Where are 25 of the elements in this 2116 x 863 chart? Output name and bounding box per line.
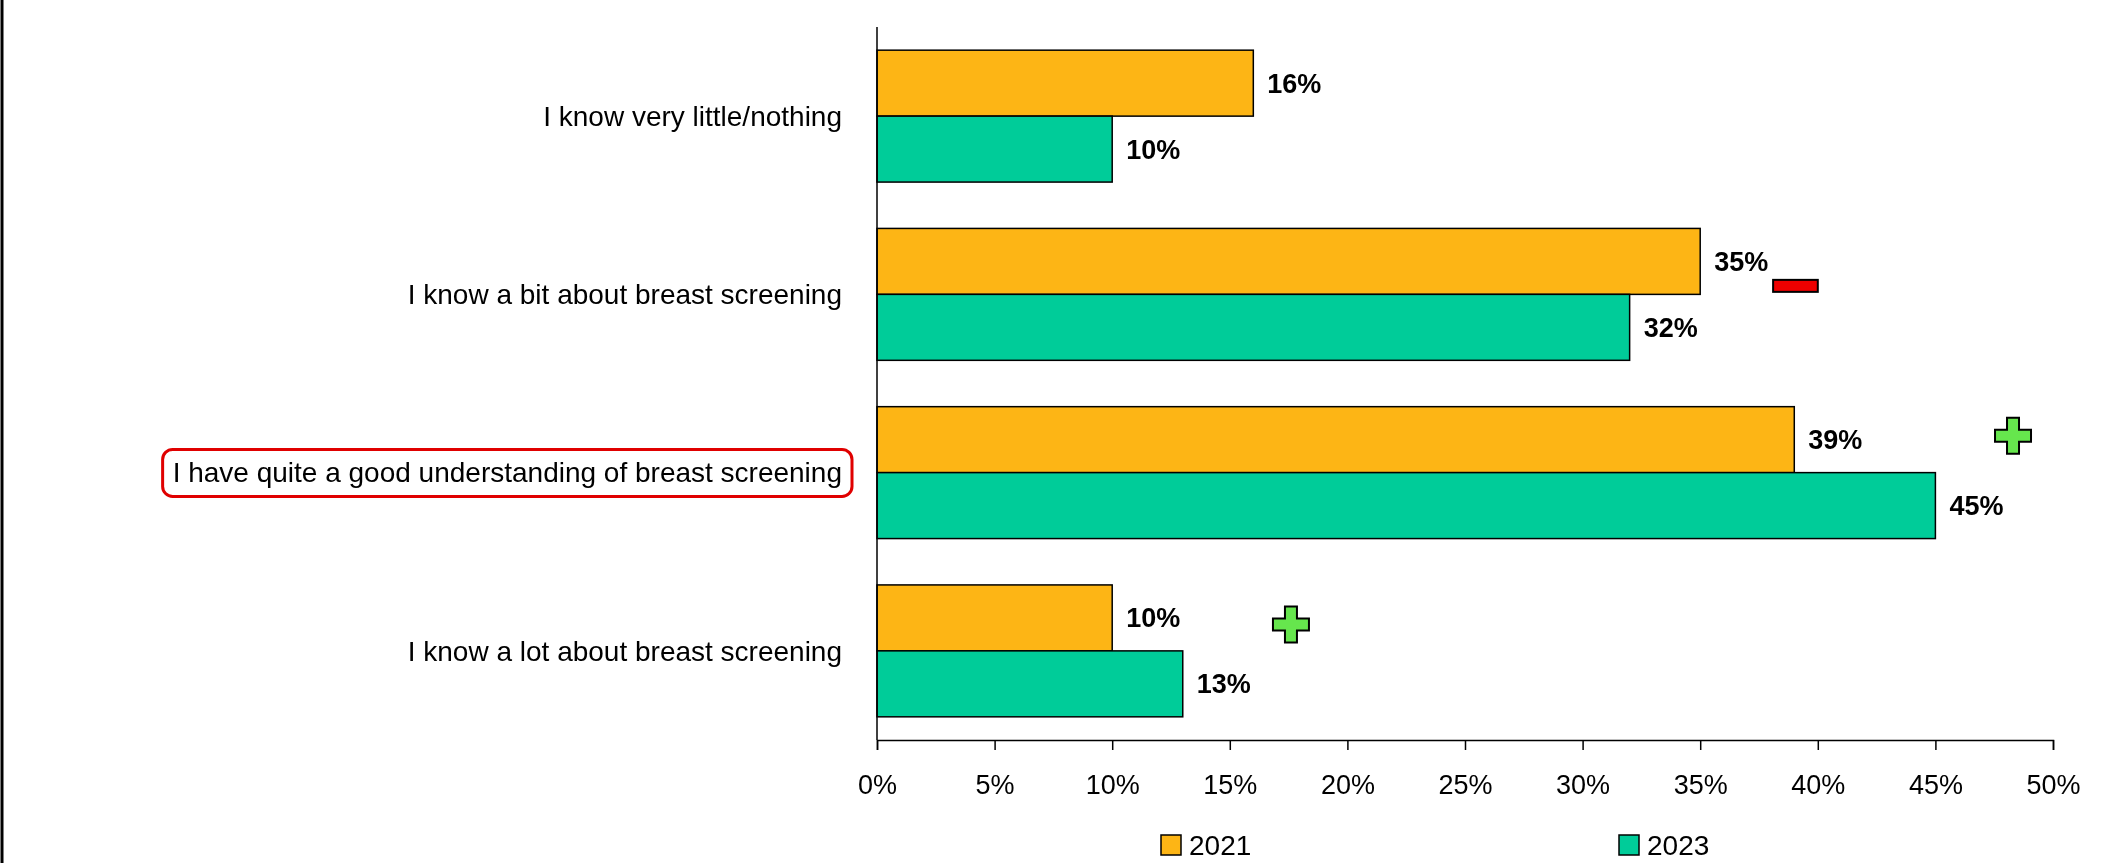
- y-tick-label: I know a bit about breast screening: [407, 279, 842, 311]
- x-tick-label: 35%: [1673, 769, 1728, 800]
- data-label: 39%: [1808, 425, 1863, 456]
- x-tick-label: 50%: [2026, 769, 2081, 800]
- data-label: 10%: [1126, 603, 1181, 634]
- y-tick-label: I know a lot about breast screening: [407, 635, 842, 667]
- x-tick-label: 30%: [1556, 769, 1611, 800]
- y-tick-label: I have quite a good understanding of breast screening: [172, 457, 842, 489]
- data-label: 45%: [1949, 491, 2004, 522]
- legend-label: 2021: [1189, 829, 1252, 861]
- data-label: 10%: [1126, 134, 1181, 165]
- data-label: 35%: [1714, 246, 1769, 277]
- x-tick-label: 45%: [1908, 769, 1963, 800]
- x-tick-label: 40%: [1791, 769, 1846, 800]
- legend-label: 2023: [1647, 829, 1710, 861]
- x-tick-label: 20%: [1320, 769, 1375, 800]
- x-tick-label: 25%: [1438, 769, 1493, 800]
- data-label: 32%: [1643, 312, 1698, 343]
- x-tick-label: 0%: [857, 769, 898, 800]
- x-tick-label: 15%: [1203, 769, 1258, 800]
- x-tick-label: 10%: [1085, 769, 1140, 800]
- y-tick-label: I know very little/nothing: [543, 100, 842, 132]
- x-tick-label: 5%: [975, 769, 1015, 800]
- data-label: 16%: [1267, 68, 1322, 99]
- data-label: 13%: [1196, 669, 1251, 700]
